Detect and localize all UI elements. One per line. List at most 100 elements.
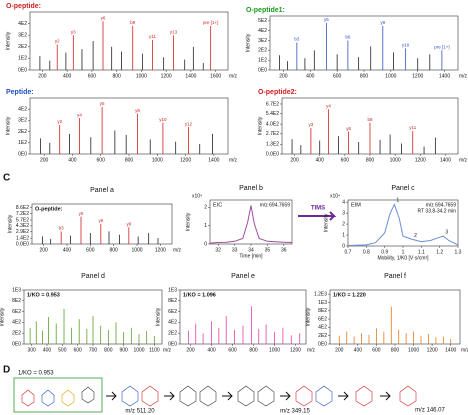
x-tick-label: 0.7 — [345, 249, 352, 255]
y-axis-label: Intensity — [0, 307, 5, 326]
y-tick-label: 4E2 — [318, 325, 327, 331]
panel-label: Panel b — [239, 185, 263, 192]
x-tick-label: 34 — [248, 247, 254, 253]
x-tick-label: 900 — [119, 347, 128, 353]
y-tick-label: 7.2E2 — [16, 211, 29, 217]
y-tick-label: 6E2 — [12, 309, 21, 315]
x-tick-label: 700 — [89, 347, 98, 353]
trace — [209, 205, 293, 244]
x-tick-label: 600 — [372, 347, 381, 353]
panel-title: 1/KO = 1.220 — [333, 292, 366, 298]
y-tick-label: 2E2 — [18, 44, 27, 50]
x-tick-label: 1200 — [180, 157, 191, 163]
y-tick-label: 4E2 — [18, 107, 27, 113]
x-tick-label: 1000 — [131, 247, 142, 253]
panel-label: Panel f — [384, 273, 406, 280]
y-tick-label: 1.3E2 — [266, 142, 279, 148]
y-tick-label: 1E2 — [258, 58, 267, 64]
x-tick-label: 200 — [290, 157, 299, 163]
panel-label: Panel a — [90, 187, 114, 194]
y-axis-label: Intensity — [185, 212, 191, 231]
y-tick-label: 5.4E2 — [266, 111, 279, 117]
x-tick-label: 1000 — [136, 73, 147, 79]
peak-label: b3 — [294, 37, 300, 42]
x-tick-label: 1000 — [269, 347, 280, 353]
panel-title: O-peptide1: — [246, 7, 285, 14]
x-axis-label: m/z — [163, 347, 172, 353]
trace-title: EIM — [351, 202, 361, 208]
tims-label: TIMS — [311, 206, 325, 212]
trace — [347, 203, 459, 246]
x-axis-label: m/z — [229, 157, 238, 163]
y-tick-label: 6.7E2 — [266, 101, 279, 107]
x-tick-label: 400 — [68, 157, 77, 163]
multiplier: x10⁴ — [192, 193, 202, 199]
x-tick-label: 33 — [232, 247, 238, 253]
y-axis-label: Intensity — [5, 116, 11, 135]
panel-label: Panel e — [231, 273, 255, 280]
x-tick-label: 1100 — [149, 347, 160, 353]
peak-label: y9 — [126, 221, 131, 226]
section-label: C — [3, 173, 10, 184]
y-axis-label: Intensity — [245, 33, 251, 52]
fragment-label: m/z 146.07 — [415, 408, 445, 414]
x-tick-label: 1.2 — [436, 249, 443, 255]
x-tick-label: 400 — [63, 73, 72, 79]
y-axis-label: Intensity — [305, 307, 311, 326]
y-tick-label: 1E3 — [318, 300, 327, 306]
peak-label: b3 — [59, 226, 65, 231]
y-tick-label: 3 — [342, 210, 345, 216]
y-tick-label: 0E0 — [18, 67, 27, 73]
y-tick-label: 6E2 — [318, 316, 327, 322]
x-tick-label: 600 — [97, 157, 106, 163]
x-axis-label: m/z — [173, 247, 182, 253]
y-tick-label: 4E2 — [12, 320, 21, 326]
y-tick-label: 1E2 — [18, 140, 27, 146]
y-tick-label: 4.0E2 — [266, 121, 279, 127]
fragment-label: m/z 511.20 — [125, 409, 155, 415]
peak-label: y10 — [159, 117, 167, 122]
y-tick-label: 2E2 — [318, 333, 327, 339]
y-axis-label: Intensity — [323, 213, 329, 232]
peak-label: y8 — [135, 108, 140, 113]
peak-label: b6 — [345, 35, 351, 40]
y-tick-label: 3E2 — [258, 38, 267, 44]
y-tick-label: 1 — [342, 232, 345, 238]
y-tick-label: 0E0 — [318, 341, 327, 347]
x-tick-label: 1400 — [439, 73, 450, 79]
y-tick-label: 0E0 — [12, 341, 21, 347]
peak-label: y11 — [149, 34, 156, 39]
y-tick-label: 5E2 — [258, 18, 267, 24]
y-tick-label: 1E3 — [168, 287, 177, 293]
y-tick-label: 0.0E0 — [16, 241, 29, 247]
x-tick-label: 1000 — [152, 157, 163, 163]
y-tick-label: 4E2 — [18, 21, 27, 27]
point-label: 1 — [396, 198, 399, 204]
y-axis-label: Intensity — [5, 31, 11, 50]
y-tick-label: 4E2 — [168, 320, 177, 326]
x-axis-label: Time [min] — [239, 253, 263, 259]
x-tick-label: 200 — [40, 157, 49, 163]
y-tick-label: 2E2 — [258, 48, 267, 54]
peak-label: y4 — [77, 112, 82, 117]
panel-title: O-peptide: — [6, 3, 41, 10]
y-axis-label: Intensity — [257, 116, 263, 135]
y-tick-label: 1E3 — [12, 287, 21, 293]
peak-label: pre [1+] — [203, 20, 218, 25]
x-tick-label: 36 — [281, 247, 287, 253]
y-tick-label: 2.9E2 — [16, 229, 29, 235]
x-tick-label: 200 — [38, 73, 47, 79]
x-tick-label: 800 — [360, 73, 369, 79]
peak-label: y13 — [170, 29, 178, 34]
y-tick-label: 3E2 — [18, 33, 27, 39]
x-tick-label: 800 — [249, 347, 258, 353]
y-tick-label: 8E2 — [318, 308, 327, 314]
x-tick-label: 1200 — [415, 157, 426, 163]
y-tick-label: 0E0 — [168, 341, 177, 347]
x-tick-label: 200 — [335, 347, 344, 353]
y-tick-label: 0.0E0 — [266, 151, 279, 157]
trace-subtitle: m/z 694.7659 — [426, 202, 457, 208]
y-tick-label: 0 — [204, 241, 207, 247]
peak-label: y4 — [326, 103, 331, 108]
